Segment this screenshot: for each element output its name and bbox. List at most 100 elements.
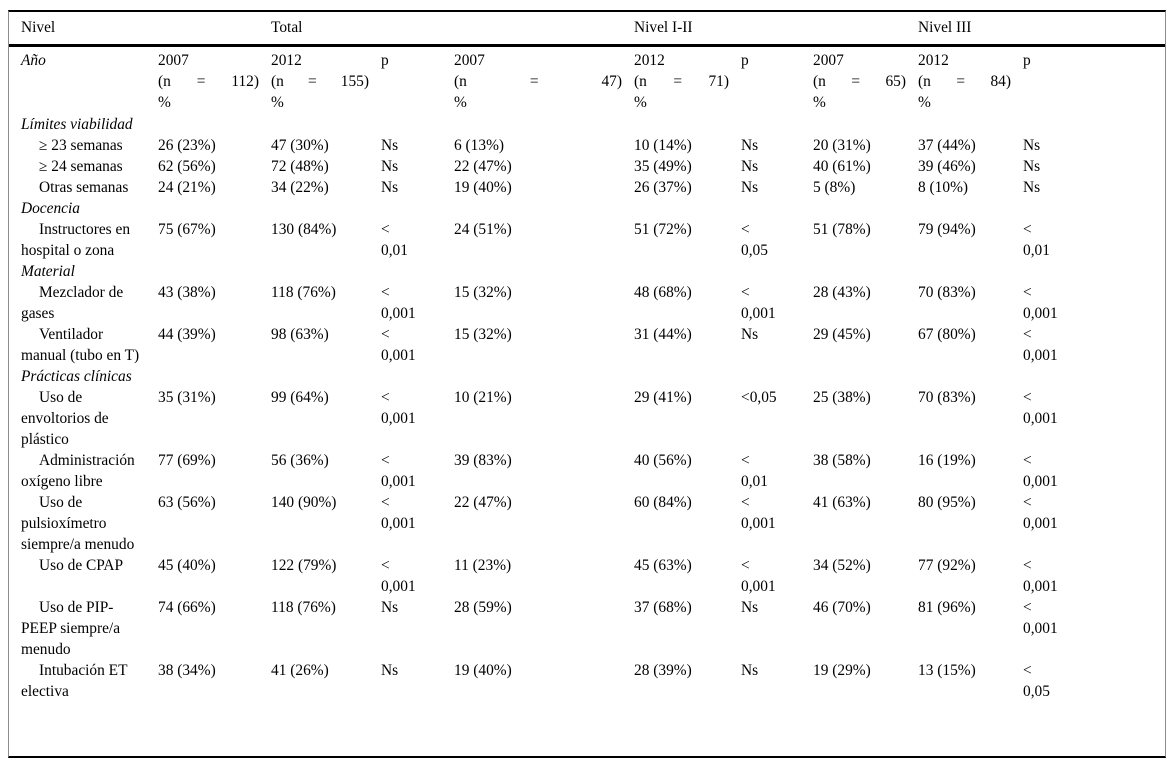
table-header: Nivel Total Nivel I-II Nivel III Año 2007 (n =… [9,12,1165,115]
value-cell: 63 (56%) [158,494,216,511]
value-cell: Ns [381,662,399,679]
value-cell: < 0,001 [381,284,416,322]
value-cell: 19 (29%) [813,662,871,679]
value-cell: 70 (83%) [918,389,976,406]
value-cell: 35 (49%) [634,158,692,175]
value-cell: 47 (30%) [271,137,329,154]
value-cell: 13 (15%) [918,662,976,679]
item-row-uso-de-cpap: Uso de CPAP 45 (40%) 122 (79%) < 0,001 11 (2… [9,555,1165,597]
value-cell: 99 (64%) [271,389,329,406]
value-cell: 34 (52%) [813,557,871,574]
sample-size: (n = 84) [918,71,1011,92]
value-cell: 8 (10%) [918,179,969,196]
value-cell: 15 (32%) [454,284,512,301]
table-body: Límites viabilidad ≥ 23 semanas 26 (23%) 47… [9,114,1165,702]
value-cell: 20 (31%) [813,137,871,154]
p-column-header: p [741,52,749,69]
table-frame: Nivel Total Nivel I-II Nivel III Año 2007 (n =… [8,10,1166,758]
value-cell: <0,05 [741,389,777,406]
value-cell: < 0,001 [381,326,416,364]
value-cell: 22 (47%) [454,494,512,511]
value-cell: 37 (68%) [634,599,692,616]
value-cell: < 0,01 [741,452,768,490]
value-cell: 98 (63%) [271,326,329,343]
year-value: 2012 [271,52,302,69]
value-cell: < 0,001 [1023,494,1058,532]
value-cell: 45 (40%) [158,557,216,574]
value-cell: 46 (70%) [813,599,871,616]
value-cell: 15 (32%) [454,326,512,343]
value-cell: 19 (40%) [454,662,512,679]
value-cell: < 0,001 [1023,599,1058,637]
group-header-row: Nivel Total Nivel I-II Nivel III [9,12,1165,47]
value-cell: Ns [1023,179,1041,196]
value-cell: 29 (45%) [813,326,871,343]
sample-size: (n = 71) [634,71,729,92]
year-column-header: 2012 (n = 71)% [634,46,741,115]
value-cell: < 0,001 [741,557,776,595]
value-cell: 118 (76%) [271,599,336,616]
value-cell: 79 (94%) [918,221,976,238]
sample-size-part: = [956,73,965,90]
sample-size-part: = [673,73,682,90]
value-cell: 25 (38%) [813,389,871,406]
row-label: Instructores en hospital o zona [21,221,131,259]
sample-size-part: = [196,73,206,90]
value-cell: 70 (83%) [918,284,976,301]
year-column-header: 2007 (n = 65)% [813,46,918,115]
value-cell: 118 (76%) [271,284,336,301]
percent-sign: % [454,94,467,111]
value-cell: 130 (84%) [271,221,337,238]
value-cell: 60 (84%) [634,494,692,511]
p-column-header: p [381,52,389,69]
value-cell: < 0,001 [1023,284,1058,322]
sample-size: (n = 112) [158,71,259,92]
value-cell: 39 (46%) [918,158,976,175]
p-column-header: p [1023,52,1031,69]
value-cell: 77 (92%) [918,557,976,574]
value-cell: < 0,001 [741,284,776,322]
value-cell: 38 (58%) [813,452,871,469]
section-row-docencia: Docencia [9,198,1165,219]
row-label: Uso de envoltorios de plástico [21,389,109,448]
value-cell: 67 (80%) [918,326,976,343]
value-cell: 28 (59%) [454,599,512,616]
value-cell: 38 (34%) [158,662,216,679]
value-cell: < 0,001 [381,452,416,490]
row-label: Otras semanas [39,179,129,196]
sample-size-part: 112) [231,73,259,90]
row-label: Uso de pulsioxímetro siempre/a menudo [21,494,135,553]
value-cell: 28 (43%) [813,284,871,301]
value-cell: 31 (44%) [634,326,692,343]
value-cell: Ns [741,137,759,154]
value-cell: < 0,001 [381,389,416,427]
value-cell: 16 (19%) [918,452,976,469]
value-cell: 10 (21%) [454,389,512,406]
group-header-nivel-i-ii: Nivel I-II [634,12,919,47]
value-cell: 37 (44%) [918,137,976,154]
year-column-header: 2012 (n = 155)% [271,46,381,115]
sample-size-part: 84) [990,73,1011,90]
value-cell: Ns [381,179,399,196]
sample-size: (n = 65) [813,71,906,92]
value-cell: 40 (56%) [634,452,692,469]
section-label: Límites viabilidad [21,116,133,133]
sample-size-part: (n [158,73,171,90]
sample-size-part: = [851,73,860,90]
item-row-uso-de-pip-peep-siempre-a-menudo: Uso de PIP-PEEP siempre/a menudo 74 (66%)… [9,597,1165,660]
item-row-otras-semanas: Otras semanas 24 (21%) 34 (22%) Ns 19 (40%) 2… [9,177,1165,198]
value-cell: < 0,001 [1023,326,1058,364]
year-value: 2007 [158,52,189,69]
value-cell: 48 (68%) [634,284,692,301]
year-column-header: 2007 (n = 47)% [454,46,634,115]
value-cell: < 0,05 [1023,662,1050,700]
value-cell: < 0,001 [381,494,416,532]
value-cell: < 0,001 [1023,557,1058,595]
item-row-mezclador-de-gases: Mezclador de gases 43 (38%) 118 (76%) < 0,0… [9,282,1165,324]
sample-size: (n = 155) [271,71,369,92]
year-value: 2012 [634,52,665,69]
item-row-instructores-en-hospital-o-zona: Instructores en hospital o zona 75 (67%) 1… [9,219,1165,261]
year-column-header: 2007 (n = 112)% [158,46,271,115]
value-cell: 10 (14%) [634,137,692,154]
